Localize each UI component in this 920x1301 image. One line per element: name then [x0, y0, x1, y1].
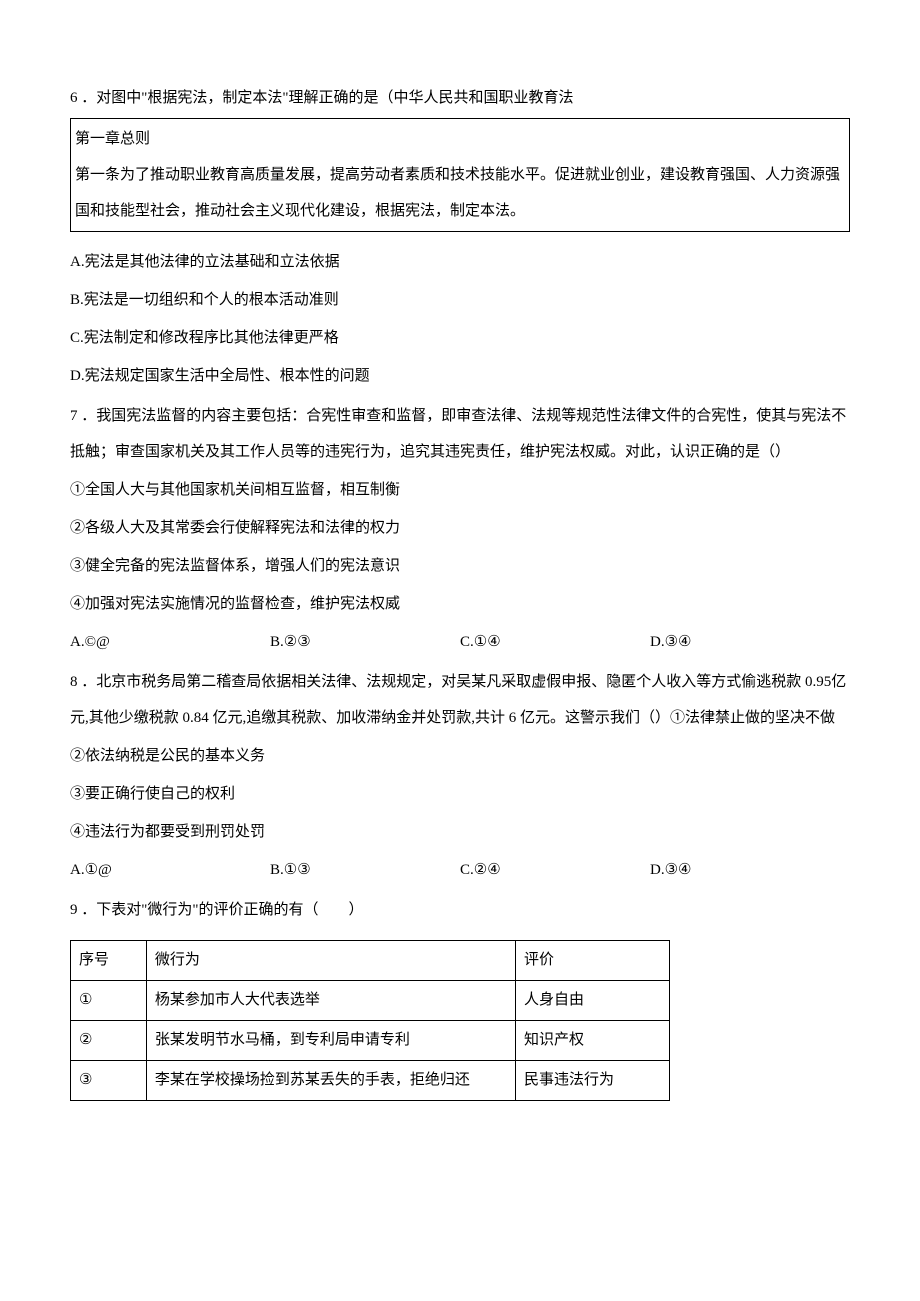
q8-statement-3: ③要正确行使自己的权利 — [70, 776, 850, 812]
q7-stem: 7 ．我国宪法监督的内容主要包括：合宪性审查和监督，即审查法律、法规等规范性法律… — [70, 398, 850, 470]
q7-statement-4: ④加强对宪法实施情况的监督检查，维护宪法权威 — [70, 586, 850, 622]
table-cell: 李某在学校操场捡到苏某丢失的手表，拒绝归还 — [146, 1061, 515, 1101]
table-header-2: 微行为 — [146, 941, 515, 981]
table-header-3: 评价 — [515, 941, 669, 981]
q7-statement-2: ②各级人大及其常委会行使解释宪法和法律的权力 — [70, 510, 850, 546]
q8-stem: 8 ．北京市税务局第二稽查局依据相关法律、法规规定，对吴某凡采取虚假申报、隐匿个… — [70, 664, 850, 736]
table-row: ① 杨某参加市人大代表选举 人身自由 — [71, 981, 670, 1021]
table-cell: 人身自由 — [515, 981, 669, 1021]
table-cell: 知识产权 — [515, 1021, 669, 1061]
table-cell: ① — [71, 981, 147, 1021]
q8-options: A.①@ B.①③ C.②④ D.③④ — [70, 852, 850, 888]
q9-stem: 9 ．下表对"微行为"的评价正确的有（ ） — [70, 892, 850, 928]
q6-option-d: D.宪法规定国家生活中全局性、根本性的问题 — [70, 358, 850, 394]
q8-statement-2: ②依法纳税是公民的基本义务 — [70, 738, 850, 774]
q6-stem: 6 ．对图中"根据宪法，制定本法"理解正确的是（中华人民共和国职业教育法 — [70, 80, 850, 116]
question-9: 9 ．下表对"微行为"的评价正确的有（ ） 序号 微行为 评价 ① 杨某参加市人… — [70, 892, 850, 1101]
q9-table: 序号 微行为 评价 ① 杨某参加市人大代表选举 人身自由 ② 张某发明节水马桶，… — [70, 940, 670, 1101]
question-8: 8 ．北京市税务局第二稽查局依据相关法律、法规规定，对吴某凡采取虚假申报、隐匿个… — [70, 664, 850, 888]
q7-statement-3: ③健全完备的宪法监督体系，增强人们的宪法意识 — [70, 548, 850, 584]
q8-statement-4: ④违法行为都要受到刑罚处罚 — [70, 814, 850, 850]
q6-option-a: A.宪法是其他法律的立法基础和立法依据 — [70, 244, 850, 280]
table-cell: 张某发明节水马桶，到专利局申请专利 — [146, 1021, 515, 1061]
q8-option-b: B.①③ — [270, 852, 460, 888]
table-cell: 杨某参加市人大代表选举 — [146, 981, 515, 1021]
q7-option-b: B.②③ — [270, 624, 460, 660]
q8-option-d: D.③④ — [650, 852, 691, 888]
table-row: ③ 李某在学校操场捡到苏某丢失的手表，拒绝归还 民事违法行为 — [71, 1061, 670, 1101]
table-row: ② 张某发明节水马桶，到专利局申请专利 知识产权 — [71, 1021, 670, 1061]
table-cell: 民事违法行为 — [515, 1061, 669, 1101]
q7-option-d: D.③④ — [650, 624, 691, 660]
question-6: 6 ．对图中"根据宪法，制定本法"理解正确的是（中华人民共和国职业教育法 第一章… — [70, 80, 850, 394]
table-header-1: 序号 — [71, 941, 147, 981]
q6-box-line2: 第一条为了推动职业教育高质量发展，提高劳动者素质和技术技能水平。促进就业创业，建… — [75, 157, 845, 229]
table-header-row: 序号 微行为 评价 — [71, 941, 670, 981]
q8-option-c: C.②④ — [460, 852, 650, 888]
q7-option-c: C.①④ — [460, 624, 650, 660]
q6-option-b: B.宪法是一切组织和个人的根本活动准则 — [70, 282, 850, 318]
q6-box-line1: 第一章总则 — [75, 121, 845, 157]
question-7: 7 ．我国宪法监督的内容主要包括：合宪性审查和监督，即审查法律、法规等规范性法律… — [70, 398, 850, 660]
q7-option-a: A.©@ — [70, 624, 270, 660]
q7-statement-1: ①全国人大与其他国家机关间相互监督，相互制衡 — [70, 472, 850, 508]
q6-option-c: C.宪法制定和修改程序比其他法律更严格 — [70, 320, 850, 356]
q8-option-a: A.①@ — [70, 852, 270, 888]
table-cell: ③ — [71, 1061, 147, 1101]
q7-options: A.©@ B.②③ C.①④ D.③④ — [70, 624, 850, 660]
table-cell: ② — [71, 1021, 147, 1061]
q6-box: 第一章总则 第一条为了推动职业教育高质量发展，提高劳动者素质和技术技能水平。促进… — [70, 118, 850, 232]
